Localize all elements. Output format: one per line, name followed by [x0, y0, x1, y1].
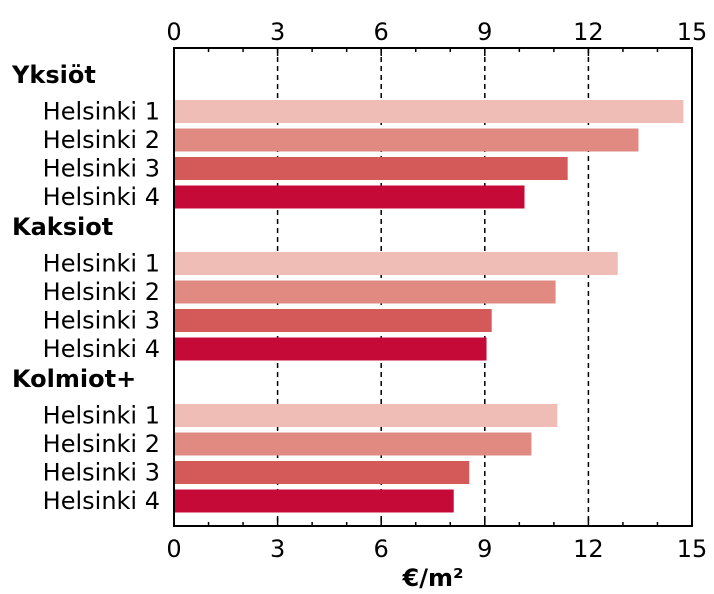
category-label-0-1: Helsinki 2	[43, 126, 160, 154]
bar-2-0	[174, 404, 558, 427]
group-label-1: Kaksiot	[12, 213, 113, 241]
top-tick-label-5: 15	[677, 18, 708, 46]
bar-1-3	[174, 337, 487, 361]
category-label-1-2: Helsinki 3	[43, 307, 160, 335]
bar-2-3	[174, 489, 454, 513]
bottom-tick-label-3: 9	[477, 535, 492, 563]
bar-0-2	[174, 157, 568, 180]
bar-2-1	[174, 432, 532, 456]
top-tick-label-0: 0	[166, 18, 181, 46]
category-label-2-1: Helsinki 2	[43, 430, 160, 458]
bottom-tick-label-1: 3	[270, 535, 285, 563]
category-label-2-3: Helsinki 4	[43, 487, 160, 515]
category-label-0-2: Helsinki 3	[43, 155, 160, 183]
category-label-2-2: Helsinki 3	[43, 459, 160, 487]
x-axis-title: €/m²	[402, 564, 464, 592]
ticks	[173, 48, 693, 526]
bottom-tick-label-0: 0	[166, 535, 181, 563]
bar-0-0	[174, 100, 684, 123]
top-tick-label-4: 12	[573, 18, 604, 46]
bar-1-0	[174, 252, 618, 275]
top-tick-label-1: 3	[270, 18, 285, 46]
group-label-2: Kolmiot+	[12, 365, 136, 393]
bars	[174, 100, 684, 513]
bar-1-1	[174, 280, 556, 304]
category-label-1-0: Helsinki 1	[43, 250, 160, 278]
bar-0-3	[174, 185, 525, 209]
bar-0-1	[174, 128, 639, 152]
group-label-0: Yksiöt	[11, 61, 96, 89]
top-tick-label-2: 6	[374, 18, 389, 46]
category-label-0-3: Helsinki 4	[43, 183, 160, 211]
bottom-tick-label-5: 15	[677, 535, 708, 563]
plot-frame	[173, 47, 693, 527]
bar-1-2	[174, 309, 492, 332]
top-tick-label-3: 9	[477, 18, 492, 46]
category-label-1-1: Helsinki 2	[43, 278, 160, 306]
bottom-tick-label-4: 12	[573, 535, 604, 563]
bar-2-2	[174, 461, 470, 484]
category-label-1-3: Helsinki 4	[43, 335, 160, 363]
bottom-tick-label-2: 6	[374, 535, 389, 563]
category-label-2-0: Helsinki 1	[43, 402, 160, 430]
category-label-0-0: Helsinki 1	[43, 98, 160, 126]
